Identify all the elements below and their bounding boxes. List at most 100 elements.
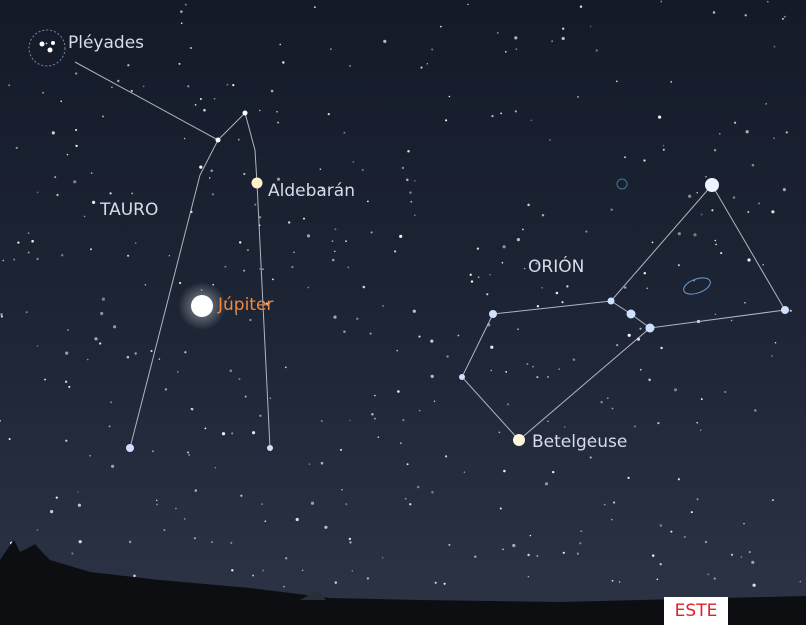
- star: [562, 27, 565, 30]
- star: [399, 442, 402, 445]
- star: [561, 36, 565, 41]
- star: [771, 499, 774, 502]
- star: [306, 234, 311, 238]
- star: [258, 216, 262, 219]
- star: [199, 165, 203, 169]
- star: [512, 543, 516, 548]
- star: [42, 91, 45, 94]
- star: [626, 309, 636, 319]
- star: [657, 421, 660, 425]
- star: [78, 540, 82, 544]
- star: [47, 47, 53, 53]
- star: [75, 129, 78, 131]
- star: [259, 267, 262, 270]
- star: [44, 378, 47, 381]
- star: [156, 503, 158, 506]
- star: [36, 257, 39, 261]
- star: [585, 230, 588, 233]
- star: [740, 556, 743, 558]
- star: [561, 301, 564, 304]
- star: [580, 530, 583, 533]
- star: [349, 419, 351, 422]
- star: [501, 261, 504, 264]
- star: [291, 266, 294, 269]
- star: [433, 400, 436, 403]
- star: [589, 456, 592, 459]
- star: [231, 432, 234, 435]
- star: [163, 529, 166, 531]
- star: [324, 525, 328, 529]
- star: [382, 304, 385, 307]
- star: [624, 286, 627, 289]
- pleiades-marker: [28, 29, 66, 67]
- star: [244, 395, 247, 398]
- star: [503, 469, 506, 473]
- star: [404, 497, 407, 500]
- bright-objects: [28, 29, 789, 452]
- star: [373, 417, 376, 420]
- star: [210, 169, 213, 172]
- star: [264, 520, 267, 523]
- star: [314, 6, 316, 9]
- star: [491, 115, 494, 118]
- star: [371, 413, 374, 416]
- star: [186, 451, 190, 454]
- star: [744, 301, 746, 304]
- taurus-line: [74, 61, 271, 449]
- star: [193, 537, 196, 540]
- star: [551, 470, 555, 474]
- star: [670, 81, 673, 83]
- star: [774, 341, 777, 344]
- star: [187, 85, 190, 88]
- star: [639, 368, 642, 371]
- star: [595, 49, 598, 52]
- star: [413, 179, 416, 182]
- star: [0, 313, 3, 316]
- star: [430, 374, 434, 378]
- star: [176, 371, 179, 373]
- star: [215, 137, 221, 143]
- star: [394, 250, 397, 253]
- star: [396, 349, 399, 352]
- star: [15, 146, 18, 150]
- star: [490, 345, 494, 349]
- star: [36, 191, 39, 194]
- star: [431, 491, 434, 494]
- star: [476, 247, 480, 250]
- star: [60, 253, 64, 257]
- star: [13, 258, 16, 261]
- star-field: [0, 0, 802, 590]
- star: [252, 431, 256, 435]
- star: [283, 585, 285, 588]
- rigel-star: [705, 178, 719, 192]
- star: [293, 251, 295, 254]
- star: [789, 309, 792, 312]
- star: [486, 293, 489, 296]
- star: [89, 454, 91, 457]
- star: [229, 369, 233, 372]
- star: [308, 463, 311, 465]
- star: [498, 431, 501, 434]
- star: [36, 529, 39, 531]
- star: [523, 267, 526, 270]
- star: [771, 210, 775, 214]
- aldebaran-star: [251, 177, 263, 189]
- star: [696, 191, 698, 194]
- star: [36, 345, 39, 347]
- star: [577, 96, 579, 98]
- star: [276, 177, 281, 181]
- star: [232, 84, 235, 87]
- star: [420, 66, 423, 69]
- star: [267, 445, 273, 451]
- star: [502, 245, 506, 249]
- star: [414, 214, 416, 217]
- star: [579, 5, 583, 8]
- star: [180, 22, 183, 25]
- star: [536, 376, 539, 379]
- star: [766, 0, 769, 3]
- star: [506, 403, 510, 406]
- star: [110, 401, 113, 404]
- star: [252, 574, 255, 577]
- star: [555, 291, 559, 295]
- star: [572, 358, 576, 361]
